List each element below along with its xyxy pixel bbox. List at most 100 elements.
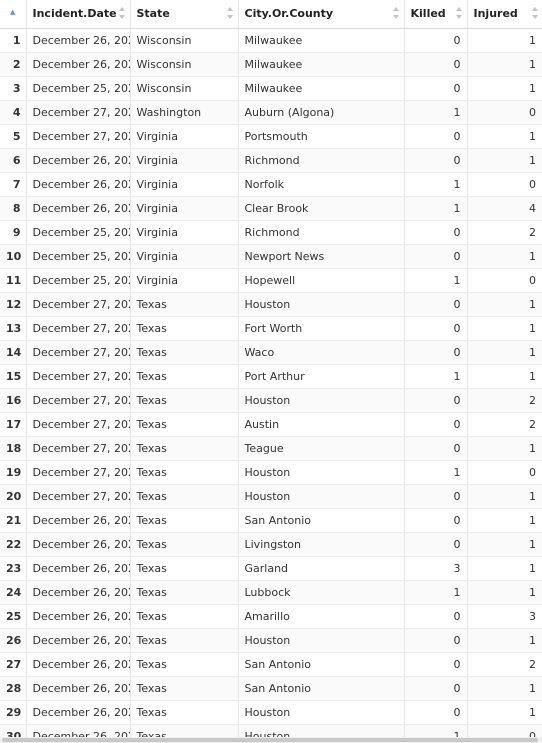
cell-incident-date: December 25, 2021 bbox=[26, 220, 131, 245]
cell-killed: 1 bbox=[404, 460, 468, 485]
cell-injured: 1 bbox=[467, 676, 542, 701]
scrollbar-thumb[interactable] bbox=[2, 738, 538, 742]
cell-city-or-county: Port Arthur bbox=[238, 364, 405, 389]
horizontal-scrollbar[interactable] bbox=[0, 737, 542, 743]
cell-city-or-county: Amarillo bbox=[238, 604, 405, 629]
sort-ascending-icon[interactable]: ▲ bbox=[10, 8, 16, 17]
column-header-index[interactable]: ▲ bbox=[0, 0, 27, 29]
sort-icon[interactable] bbox=[119, 7, 126, 19]
column-header-label: Incident.Date bbox=[32, 7, 117, 21]
cell-killed: 0 bbox=[404, 604, 468, 629]
cell-injured: 0 bbox=[467, 460, 542, 485]
cell-state: Texas bbox=[130, 628, 239, 653]
cell-injured: 1 bbox=[467, 148, 542, 173]
cell-killed: 1 bbox=[404, 100, 468, 125]
cell-incident-date: December 27, 2021 bbox=[26, 388, 131, 413]
cell-injured: 1 bbox=[467, 508, 542, 533]
column-header-city-or-county[interactable]: City.Or.County bbox=[238, 0, 405, 29]
cell-injured: 1 bbox=[467, 700, 542, 725]
sort-icon[interactable] bbox=[393, 7, 400, 19]
column-header-incident-date[interactable]: Incident.Date bbox=[26, 0, 131, 29]
cell-incident-date: December 26, 2021 bbox=[26, 508, 131, 533]
cell-city-or-county: Auburn (Algona) bbox=[238, 100, 405, 125]
cell-killed: 0 bbox=[404, 340, 468, 365]
cell-injured: 2 bbox=[467, 412, 542, 437]
cell-state: Virginia bbox=[130, 148, 239, 173]
row-index: 21 bbox=[0, 508, 27, 533]
cell-injured: 1 bbox=[467, 52, 542, 77]
cell-injured: 1 bbox=[467, 340, 542, 365]
column-header-state[interactable]: State bbox=[130, 0, 239, 29]
cell-killed: 0 bbox=[404, 388, 468, 413]
row-index: 28 bbox=[0, 676, 27, 701]
cell-state: Texas bbox=[130, 316, 239, 341]
column-header-label: State bbox=[136, 7, 170, 21]
column-header-killed[interactable]: Killed bbox=[404, 0, 468, 29]
sort-icon[interactable] bbox=[227, 7, 234, 19]
cell-state: Virginia bbox=[130, 220, 239, 245]
cell-state: Texas bbox=[130, 412, 239, 437]
column-header-injured[interactable]: Injured bbox=[467, 0, 542, 29]
cell-killed: 0 bbox=[404, 508, 468, 533]
cell-incident-date: December 26, 2021 bbox=[26, 52, 131, 77]
cell-injured: 0 bbox=[467, 268, 542, 293]
cell-injured: 1 bbox=[467, 244, 542, 269]
cell-incident-date: December 26, 2021 bbox=[26, 148, 131, 173]
cell-injured: 1 bbox=[467, 292, 542, 317]
cell-state: Washington bbox=[130, 100, 239, 125]
cell-incident-date: December 27, 2021 bbox=[26, 340, 131, 365]
cell-city-or-county: San Antonio bbox=[238, 676, 405, 701]
cell-city-or-county: Lubbock bbox=[238, 580, 405, 605]
cell-state: Texas bbox=[130, 460, 239, 485]
cell-injured: 1 bbox=[467, 28, 542, 53]
row-index: 16 bbox=[0, 388, 27, 413]
cell-incident-date: December 25, 2021 bbox=[26, 244, 131, 269]
cell-state: Wisconsin bbox=[130, 76, 239, 101]
cell-injured: 1 bbox=[467, 364, 542, 389]
row-index: 26 bbox=[0, 628, 27, 653]
cell-killed: 0 bbox=[404, 436, 468, 461]
sort-icon[interactable] bbox=[456, 7, 463, 19]
cell-killed: 0 bbox=[404, 532, 468, 557]
sort-icon[interactable] bbox=[531, 7, 538, 19]
cell-injured: 1 bbox=[467, 76, 542, 101]
cell-killed: 1 bbox=[404, 196, 468, 221]
row-index: 19 bbox=[0, 460, 27, 485]
cell-incident-date: December 26, 2021 bbox=[26, 580, 131, 605]
cell-city-or-county: San Antonio bbox=[238, 652, 405, 677]
row-index: 15 bbox=[0, 364, 27, 389]
cell-killed: 0 bbox=[404, 220, 468, 245]
cell-killed: 3 bbox=[404, 556, 468, 581]
cell-killed: 0 bbox=[404, 676, 468, 701]
